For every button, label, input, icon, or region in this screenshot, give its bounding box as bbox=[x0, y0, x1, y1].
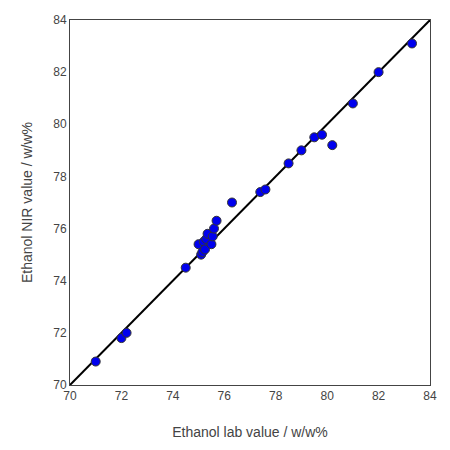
svg-text:70: 70 bbox=[63, 389, 77, 403]
svg-text:78: 78 bbox=[53, 170, 67, 184]
svg-text:78: 78 bbox=[269, 389, 283, 403]
svg-text:80: 80 bbox=[53, 117, 67, 131]
svg-text:Ethanol lab value / w/w%: Ethanol lab value / w/w% bbox=[172, 424, 328, 440]
svg-text:70: 70 bbox=[53, 378, 67, 392]
svg-text:72: 72 bbox=[115, 389, 129, 403]
svg-text:76: 76 bbox=[53, 222, 67, 236]
svg-text:80: 80 bbox=[320, 389, 334, 403]
svg-text:76: 76 bbox=[218, 389, 232, 403]
svg-text:82: 82 bbox=[372, 389, 386, 403]
svg-text:84: 84 bbox=[53, 13, 67, 27]
svg-text:84: 84 bbox=[423, 389, 437, 403]
svg-text:Ethanol NIR value / w/w%: Ethanol NIR value / w/w% bbox=[19, 122, 35, 283]
svg-text:72: 72 bbox=[53, 326, 67, 340]
svg-text:74: 74 bbox=[53, 274, 67, 288]
svg-text:74: 74 bbox=[166, 389, 180, 403]
svg-text:82: 82 bbox=[53, 65, 67, 79]
